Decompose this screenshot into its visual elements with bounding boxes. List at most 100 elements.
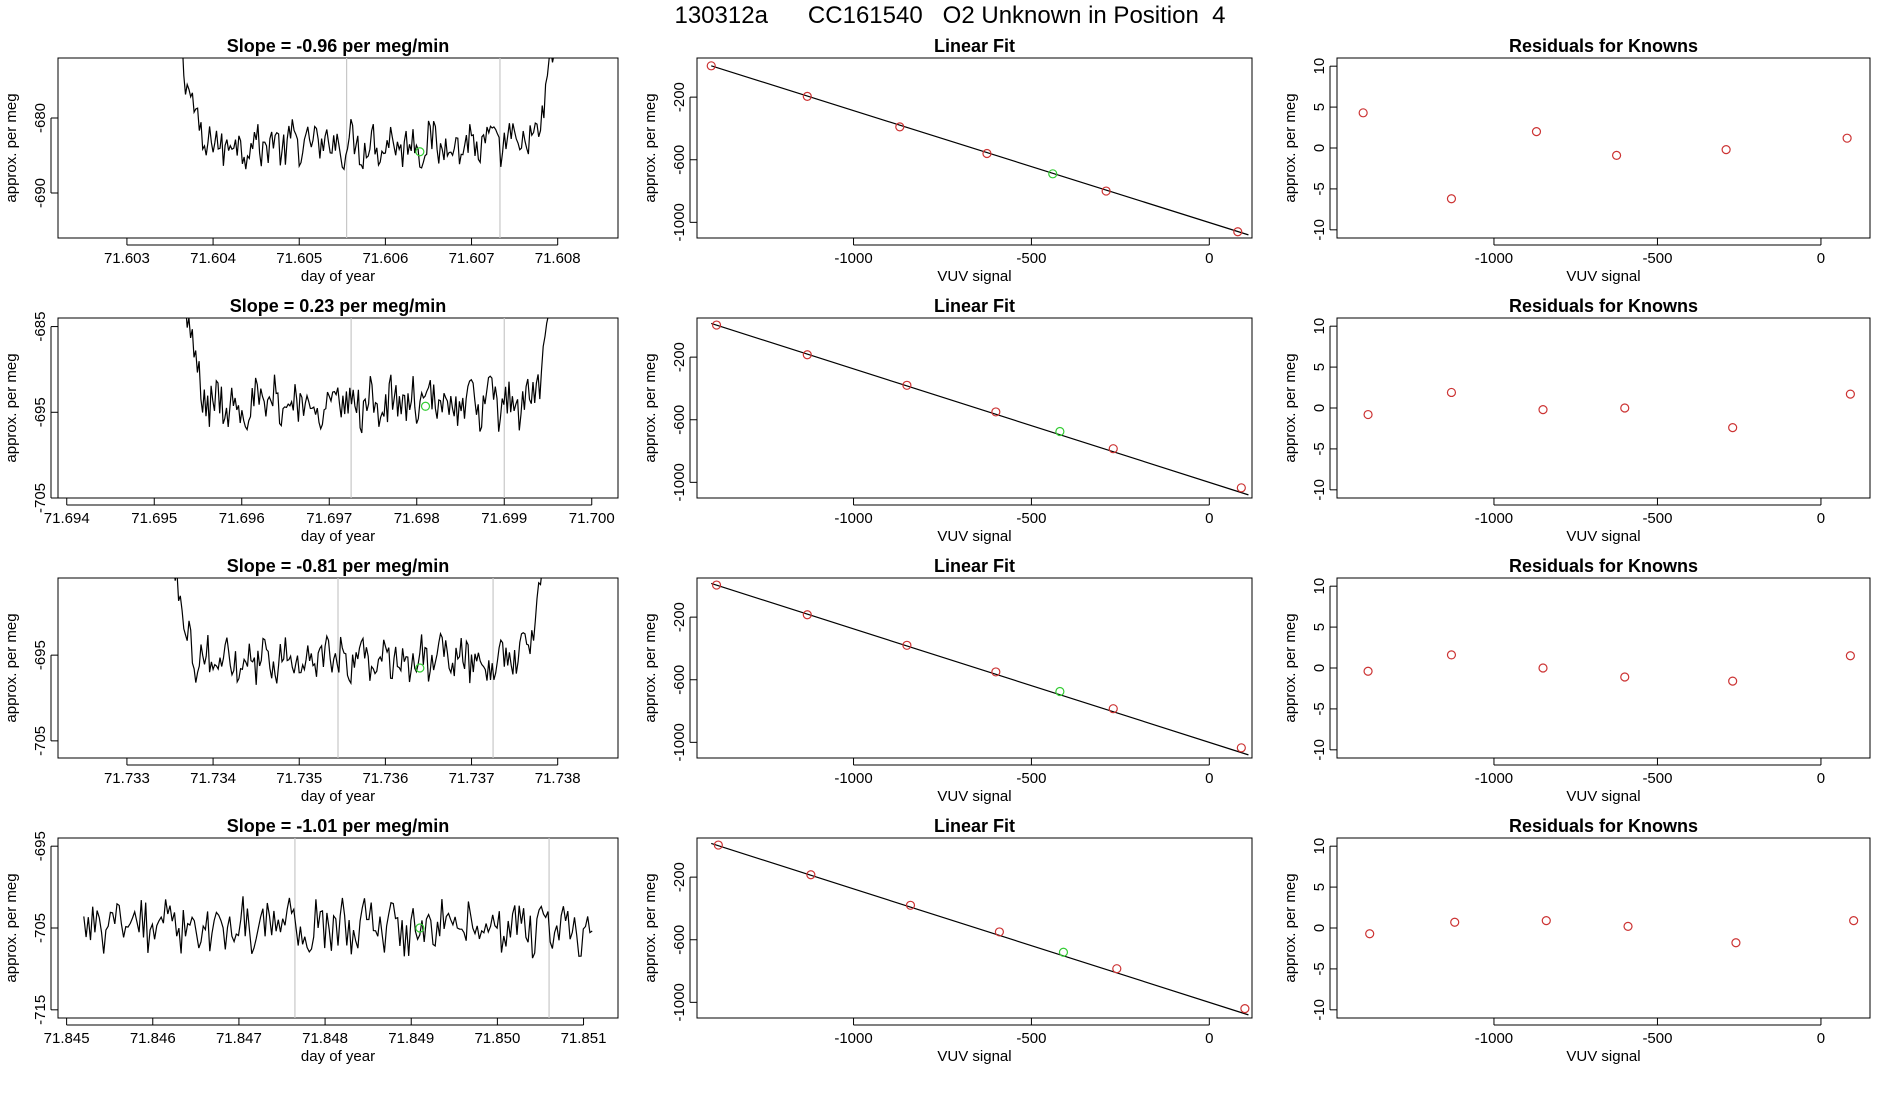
y-axis-label: approx. per meg [642,353,659,462]
chart-title: Slope = -1.01 per meg/min [227,816,450,836]
y-tick-label: -715 [32,995,49,1025]
y-tick-label: 10 [1311,318,1328,335]
chart-title: Linear Fit [934,296,1015,316]
plot-area [174,578,542,758]
known-point [711,580,722,590]
residual-point [1849,916,1859,926]
y-axis-label: approx. per meg [1282,613,1299,722]
x-tick-label: 71.697 [306,510,352,527]
x-tick-label: 0 [1205,250,1213,267]
plot-area [1358,108,1852,204]
chart-panel-fit-row-2: Linear Fit -1000 -500 0 VUV signal -200 -600 -1… [642,296,1253,545]
unknown-point [415,147,425,157]
x-tick-label: 71.848 [302,1030,348,1047]
residual-point [1538,663,1548,673]
y-tick-label: -5 [1311,182,1328,195]
x-tick-label: -1000 [834,510,872,527]
known-point [895,122,905,132]
known-point [991,407,1001,417]
known-point [1236,483,1246,493]
residual-point [1365,929,1375,939]
time-series-line [174,578,542,686]
chart-title: Linear Fit [934,816,1015,836]
x-tick-label: 71.847 [216,1030,262,1047]
x-tick-label: 71.698 [394,510,440,527]
x-tick-label: 0 [1817,510,1825,527]
y-tick-label: -1000 [671,723,688,761]
y-tick-label: 5 [1311,363,1328,371]
chart-panel-time-row-2: Slope = 0.23 per meg/min 71.694 71.695 71.6… [3,296,619,545]
fit-line [711,582,1249,756]
plot-frame [57,57,619,239]
time-series-line [182,58,554,171]
y-tick-label: -705 [32,483,49,513]
plot-area [711,580,1249,756]
y-tick-label: 0 [1311,924,1328,932]
chart-title: Residuals for Knowns [1509,556,1698,576]
fit-line [711,65,1249,236]
y-tick-label: -200 [671,342,688,372]
x-tick-label: -500 [1016,510,1046,527]
x-axis-label: day of year [301,788,375,805]
x-axis-label: VUV signal [1566,788,1640,805]
x-tick-label: 71.851 [561,1030,607,1047]
y-tick-label: -1000 [671,983,688,1021]
residual-point [1731,938,1741,948]
chart-panel-time-row-4: Slope = -1.01 per meg/min 71.845 71.846 71.… [3,816,619,1065]
residual-point [1363,409,1373,420]
y-axis-label: approx. per meg [3,613,20,722]
y-tick-label: 10 [1311,578,1328,595]
residual-point [1446,650,1457,660]
x-axis-label: day of year [301,268,375,285]
x-tick-label: 71.737 [449,770,495,787]
x-tick-label: 71.849 [388,1030,434,1047]
x-tick-label: 71.605 [276,250,322,267]
chart-panel-time-row-3: Slope = -0.81 per meg/min 71.733 71.734 71.… [3,556,619,805]
x-tick-label: 71.607 [449,250,495,267]
residual-point [1728,676,1738,686]
time-series-line [83,896,593,959]
chart-title: Residuals for Knowns [1509,296,1698,316]
y-tick-label: -10 [1311,999,1328,1021]
x-axis-label: VUV signal [937,528,1011,545]
chart-panel-time-row-1: Slope = -0.96 per meg/min 71.603 71.604 71.… [3,36,619,285]
x-tick-label: 71.845 [44,1030,90,1047]
chart-title: Residuals for Knowns [1509,816,1698,836]
plot-frame [1336,577,1871,759]
y-tick-label: -600 [671,925,688,955]
x-tick-label: -500 [1642,770,1672,787]
y-tick-label: 0 [1311,664,1328,672]
residual-point [1531,127,1542,137]
residual-point [1446,387,1457,398]
known-point [982,148,992,159]
x-tick-label: -1000 [1475,1030,1513,1047]
plot-frame [1336,317,1871,499]
known-point [1101,186,1111,196]
y-tick-label: -705 [32,726,49,756]
x-tick-label: 71.734 [190,770,236,787]
y-tick-label: -695 [32,397,49,427]
y-tick-label: -5 [1311,442,1328,455]
y-tick-label: -600 [671,665,688,695]
y-tick-label: -705 [32,913,49,943]
known-point [1233,227,1243,237]
chart-panel-resid-row-1: Residuals for Knowns -1000 -500 0 VUV signal… [1282,36,1871,285]
y-tick-label: 5 [1311,623,1328,631]
known-point [802,91,812,101]
x-tick-label: 71.738 [535,770,581,787]
plot-area [185,318,549,498]
residual-point [1721,145,1731,155]
residual-point [1358,108,1368,118]
residual-point [1620,403,1630,413]
chart-panel-resid-row-2: Residuals for Knowns -1000 -500 0 VUV signal… [1282,296,1871,545]
plot-area [1363,650,1855,686]
x-tick-label: 71.695 [131,510,177,527]
x-tick-label: -1000 [1475,250,1513,267]
x-tick-label: 71.700 [569,510,615,527]
y-tick-label: 5 [1311,883,1328,891]
x-tick-label: 71.608 [535,250,581,267]
x-axis-label: VUV signal [937,1048,1011,1065]
known-point [905,900,916,910]
unknown-point [415,923,425,933]
known-point [1108,444,1118,454]
